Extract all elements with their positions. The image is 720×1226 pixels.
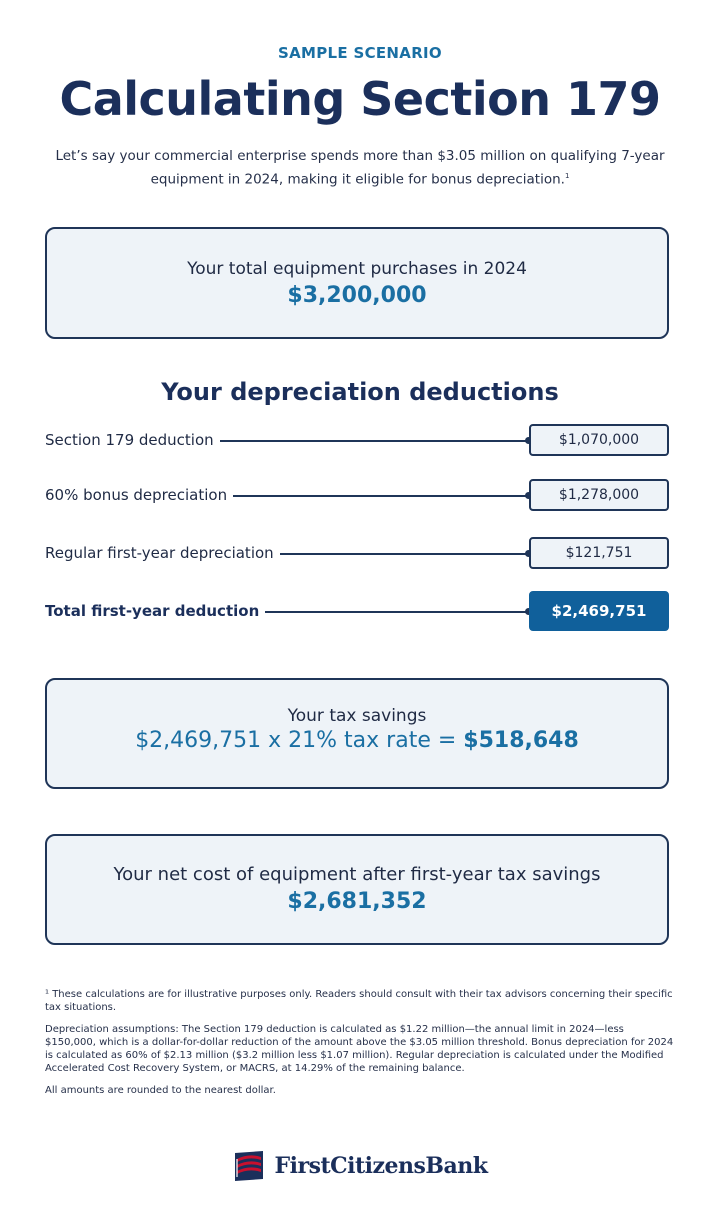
deduction-label: Section 179 deduction bbox=[45, 431, 220, 449]
purchases-label: Your total equipment purchases in 2024 bbox=[187, 259, 527, 279]
tax-savings-card: Your tax savings $2,469,751 x 21% tax ra… bbox=[45, 678, 669, 789]
equation-result: $518,648 bbox=[463, 728, 579, 753]
eyebrow: SAMPLE SCENARIO bbox=[278, 44, 442, 62]
purchases-card: Your total equipment purchases in 2024 $… bbox=[45, 227, 669, 339]
footnote-1: ¹ These calculations are for illustrativ… bbox=[45, 989, 673, 1013]
footnote-marker: 1 bbox=[564, 172, 570, 180]
intro-body: Let’s say your commercial enterprise spe… bbox=[55, 148, 665, 188]
intro-text: Let’s say your commercial enterprise spe… bbox=[50, 146, 670, 190]
connector-line bbox=[45, 440, 529, 442]
total-value: $2,469,751 bbox=[529, 591, 669, 631]
deduction-row-bonus: 60% bonus depreciation $1,278,000 bbox=[45, 479, 669, 513]
brand-footer: FirstCitizensBank bbox=[0, 1146, 720, 1186]
net-cost-label: Your net cost of equipment after first-y… bbox=[113, 864, 601, 885]
savings-label: Your tax savings bbox=[287, 706, 427, 726]
deduction-value: $121,751 bbox=[529, 537, 669, 569]
savings-equation: $2,469,751 x 21% tax rate = $518,648 bbox=[47, 728, 667, 753]
connector-line bbox=[45, 495, 529, 497]
net-cost-amount: $2,681,352 bbox=[287, 889, 427, 914]
deduction-row-total: Total first-year deduction $2,469,751 bbox=[45, 591, 669, 631]
deduction-row-regular: Regular first-year depreciation $121,751 bbox=[45, 537, 669, 571]
equation-prefix: $2,469,751 x 21% tax rate = bbox=[135, 728, 464, 753]
deduction-row-section179: Section 179 deduction $1,070,000 bbox=[45, 424, 669, 458]
flag-logo-icon bbox=[232, 1149, 267, 1183]
deduction-value: $1,070,000 bbox=[529, 424, 669, 456]
deductions-title: Your depreciation deductions bbox=[161, 378, 559, 406]
net-cost-card: Your net cost of equipment after first-y… bbox=[45, 834, 669, 945]
connector-line bbox=[45, 611, 529, 613]
connector-dot bbox=[525, 608, 532, 615]
connector-dot bbox=[525, 437, 532, 444]
deduction-label: 60% bonus depreciation bbox=[45, 486, 234, 504]
page-title: Calculating Section 179 bbox=[59, 72, 661, 126]
connector-line bbox=[45, 553, 529, 555]
bank-name: FirstCitizensBank bbox=[274, 1153, 488, 1179]
footnote-rounding: All amounts are rounded to the nearest d… bbox=[45, 1085, 276, 1096]
connector-dot bbox=[525, 492, 532, 499]
footnotes: ¹ These calculations are for illustrativ… bbox=[45, 988, 675, 1106]
connector-dot bbox=[525, 550, 532, 557]
deduction-value: $1,278,000 bbox=[529, 479, 669, 511]
deduction-label: Regular first-year depreciation bbox=[45, 544, 280, 562]
purchases-amount: $3,200,000 bbox=[287, 283, 427, 308]
total-label: Total first-year deduction bbox=[45, 602, 266, 620]
footnote-assumptions: Depreciation assumptions: The Section 17… bbox=[45, 1024, 674, 1074]
